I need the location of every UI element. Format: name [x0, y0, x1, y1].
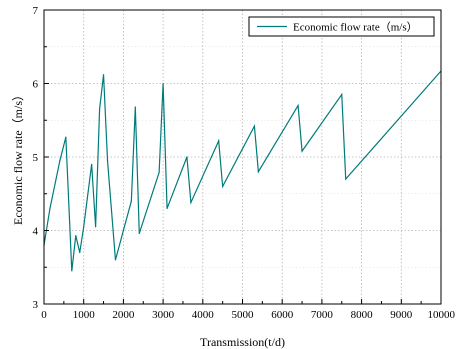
y-tick-label: 3 — [33, 299, 39, 311]
data-point — [65, 136, 67, 138]
data-point — [222, 185, 224, 187]
x-tick-label: 2000 — [112, 309, 135, 321]
data-point — [190, 201, 192, 204]
data-point — [130, 200, 132, 202]
x-tick-label: 7000 — [311, 309, 334, 321]
data-point — [301, 150, 303, 152]
data-point — [71, 270, 73, 272]
x-tick-label: 8000 — [351, 309, 374, 321]
data-point — [253, 125, 256, 127]
data-point — [91, 163, 93, 165]
data-point — [345, 178, 347, 180]
data-point — [102, 74, 105, 76]
data-point — [114, 259, 117, 261]
data-point — [59, 160, 61, 162]
data-point — [106, 160, 109, 162]
data-point — [75, 235, 77, 237]
legend: Economic flow rate（m/s） — [248, 16, 435, 37]
x-tick-labels: 0 1000 2000 3000 4000 5000 6000 7000 8000 9000 100… — [41, 309, 455, 321]
data-point — [138, 232, 140, 235]
data-point — [166, 207, 168, 210]
legend-label: Economic flow rate（m/s） — [293, 21, 418, 34]
x-axis-label: Transmission(t/d) — [200, 335, 285, 349]
data-point — [79, 251, 81, 254]
y-tick-label: 7 — [33, 5, 39, 17]
y-tick-label: 5 — [33, 152, 39, 164]
data-point — [162, 82, 164, 85]
data-point — [218, 140, 220, 142]
x-tick-label: 3000 — [152, 309, 175, 321]
y-tick-labels: 3 4 5 6 7 — [33, 5, 39, 311]
data-point — [186, 156, 188, 158]
data-point — [341, 93, 343, 96]
x-tick-label: 0 — [41, 309, 47, 321]
y-tick-label: 4 — [33, 226, 39, 238]
x-tick-label: 4000 — [192, 309, 215, 321]
data-points — [43, 70, 442, 272]
axis-ticks — [43, 9, 442, 305]
data-point — [134, 106, 136, 108]
x-tick-label: 9000 — [390, 309, 413, 321]
x-tick-label: 6000 — [271, 309, 294, 321]
x-tick-label: 1000 — [73, 309, 96, 321]
data-point — [297, 104, 299, 107]
data-point — [158, 171, 160, 174]
data-point — [83, 226, 85, 228]
legend-box — [248, 16, 435, 37]
x-tick-label: 10000 — [428, 309, 456, 321]
data-point — [95, 226, 97, 228]
data-point — [98, 108, 101, 110]
data-point — [257, 171, 259, 173]
y-tick-label: 6 — [33, 79, 39, 91]
data-point — [49, 207, 51, 210]
y-axis-label: Economic flow rate（m/s） — [11, 89, 25, 225]
x-tick-label: 5000 — [232, 309, 255, 321]
